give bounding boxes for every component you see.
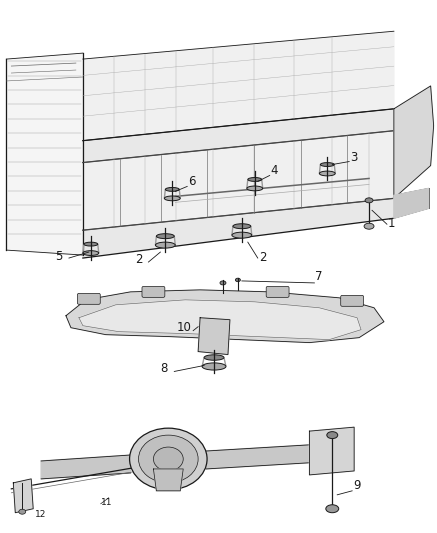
Polygon shape (174, 236, 175, 245)
Ellipse shape (320, 163, 334, 166)
Ellipse shape (326, 505, 339, 513)
Ellipse shape (319, 171, 335, 176)
Polygon shape (319, 165, 320, 173)
Text: 11: 11 (101, 498, 112, 507)
Polygon shape (247, 180, 248, 188)
Polygon shape (83, 109, 394, 163)
Text: 2: 2 (135, 253, 143, 266)
Polygon shape (394, 188, 429, 218)
Polygon shape (202, 358, 204, 367)
Polygon shape (7, 53, 83, 255)
Text: 12: 12 (35, 510, 47, 519)
Polygon shape (13, 479, 33, 513)
Text: 4: 4 (271, 165, 278, 177)
Ellipse shape (129, 428, 207, 490)
Polygon shape (179, 189, 180, 198)
Text: 10: 10 (176, 321, 191, 334)
Ellipse shape (19, 509, 26, 514)
Ellipse shape (165, 188, 179, 191)
Text: 7: 7 (316, 270, 323, 283)
Ellipse shape (156, 242, 175, 248)
Ellipse shape (220, 281, 226, 285)
FancyBboxPatch shape (341, 295, 364, 306)
Ellipse shape (247, 186, 263, 191)
Ellipse shape (232, 232, 252, 238)
Polygon shape (79, 300, 361, 340)
Polygon shape (251, 226, 252, 235)
FancyBboxPatch shape (142, 286, 165, 297)
Polygon shape (164, 189, 165, 198)
Polygon shape (394, 86, 434, 198)
Polygon shape (66, 290, 384, 343)
Polygon shape (83, 131, 394, 230)
Ellipse shape (236, 278, 240, 281)
Ellipse shape (83, 251, 99, 255)
Ellipse shape (233, 224, 251, 229)
Ellipse shape (364, 223, 374, 229)
Polygon shape (232, 226, 233, 235)
Ellipse shape (153, 447, 183, 471)
Polygon shape (224, 358, 226, 367)
Polygon shape (83, 31, 394, 141)
Text: 8: 8 (160, 362, 168, 375)
Polygon shape (153, 469, 183, 491)
Ellipse shape (365, 198, 373, 203)
Ellipse shape (327, 432, 338, 439)
Text: 3: 3 (350, 150, 357, 164)
Polygon shape (98, 244, 99, 253)
Polygon shape (83, 198, 394, 258)
Ellipse shape (248, 177, 262, 181)
Polygon shape (262, 180, 263, 188)
Text: 6: 6 (188, 175, 196, 189)
Polygon shape (309, 427, 354, 475)
Text: 1: 1 (388, 217, 395, 230)
Ellipse shape (139, 435, 198, 483)
Ellipse shape (204, 355, 224, 360)
Polygon shape (41, 455, 131, 479)
FancyBboxPatch shape (77, 293, 100, 304)
Ellipse shape (84, 242, 98, 246)
Ellipse shape (164, 196, 180, 201)
Polygon shape (83, 244, 84, 253)
Text: 5: 5 (55, 250, 62, 263)
Polygon shape (206, 443, 339, 469)
Ellipse shape (156, 233, 174, 239)
Text: 2: 2 (259, 251, 266, 264)
FancyBboxPatch shape (266, 286, 289, 297)
Ellipse shape (202, 363, 226, 370)
Text: 9: 9 (353, 479, 361, 492)
Polygon shape (334, 165, 335, 173)
Polygon shape (198, 318, 230, 354)
